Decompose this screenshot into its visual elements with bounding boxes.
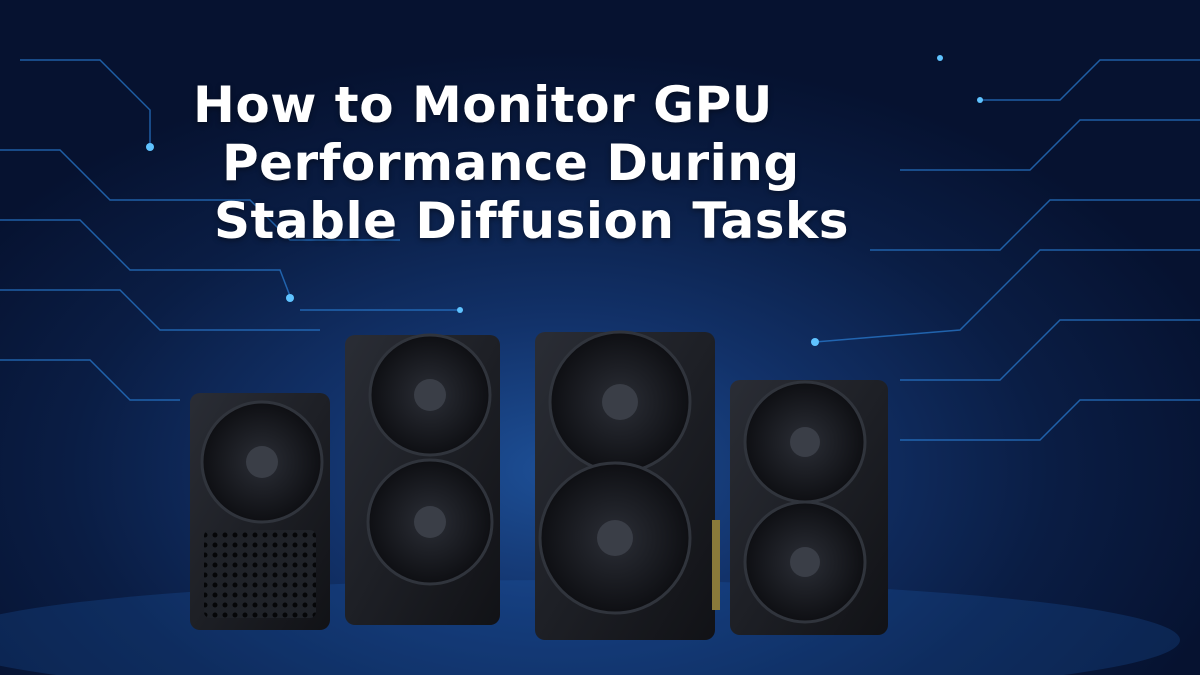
gpu-card-3 <box>535 330 720 640</box>
circuit-nodes <box>146 55 983 346</box>
title-line-3: Stable Diffusion Tasks <box>214 192 850 250</box>
gpu-card-2 <box>345 333 500 625</box>
title-line-2: Performance During <box>222 134 800 192</box>
gpu-card-4 <box>730 380 888 635</box>
title-line-1: How to Monitor GPU <box>193 76 773 134</box>
circuit-lines <box>0 59 1200 441</box>
gpu-card-1 <box>190 393 330 630</box>
